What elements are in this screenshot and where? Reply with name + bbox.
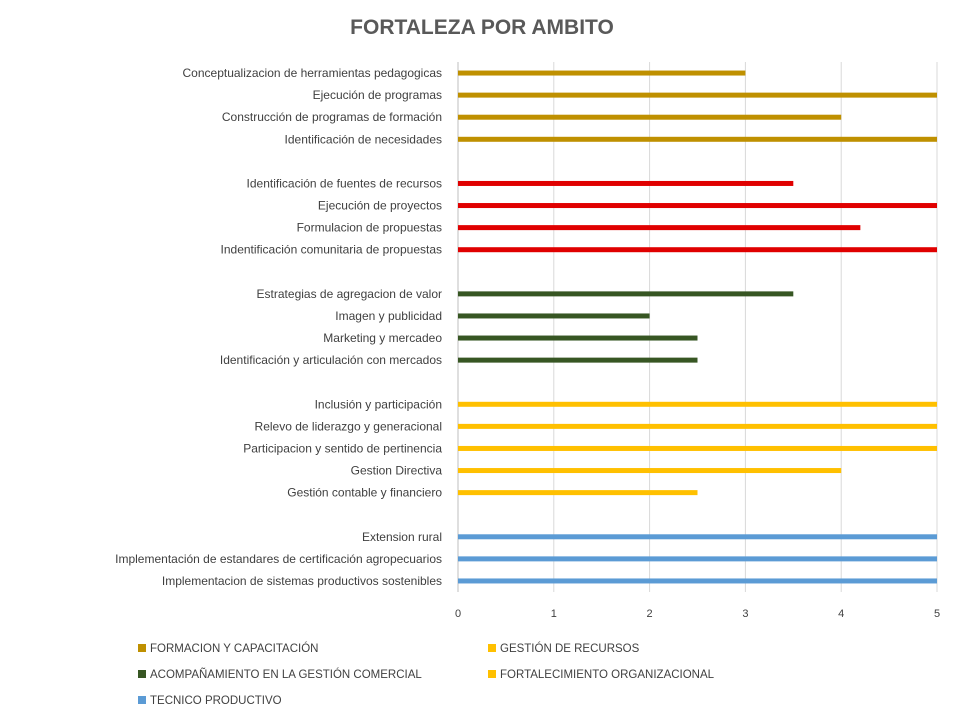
x-tick-label: 1 — [551, 608, 557, 620]
grid-lines — [457, 62, 938, 592]
bar — [458, 247, 937, 253]
category-labels: Conceptualizacion de herramientas pedago… — [115, 66, 442, 588]
x-tick-label: 2 — [647, 608, 653, 620]
bar — [458, 92, 937, 98]
bar — [458, 203, 937, 209]
chart-title: FORTALEZA POR AMBITO — [350, 16, 614, 39]
legend-swatch — [488, 644, 496, 652]
legend-entry: TECNICO PRODUCTIVO — [150, 695, 282, 707]
category-label: Conceptualizacion de herramientas pedago… — [183, 66, 443, 80]
category-label: Estrategias de agregacion de valor — [257, 287, 442, 301]
category-label: Participacion y sentido de pertinencia — [243, 441, 442, 455]
legend-entry: GESTIÓN DE RECURSOS — [500, 642, 640, 655]
bar — [458, 335, 698, 341]
category-label: Indentificación comunitaria de propuesta… — [221, 243, 442, 257]
category-label: Gestión contable y financiero — [287, 486, 442, 500]
category-label: Identificación de fuentes de recursos — [247, 176, 442, 190]
bar — [458, 490, 698, 496]
legend-swatch — [488, 670, 496, 678]
bar — [458, 313, 650, 319]
category-label: Ejecución de programas — [313, 88, 442, 102]
bar — [458, 136, 937, 142]
legend-entry: FORTALECIMIENTO ORGANIZACIONAL — [500, 669, 715, 681]
x-tick-label: 5 — [934, 608, 940, 620]
bar — [458, 357, 698, 363]
category-label: Construcción de programas de formación — [222, 110, 442, 124]
bar — [458, 180, 794, 186]
category-label: Ejecución de proyectos — [318, 199, 442, 213]
category-label: Formulacion de propuestas — [297, 221, 442, 235]
legend-swatch — [138, 644, 146, 652]
bar — [458, 468, 842, 474]
x-axis-ticks: 0 1 2 3 4 5 — [455, 608, 940, 620]
bars — [458, 70, 937, 584]
x-tick-label: 3 — [742, 608, 748, 620]
category-label: Marketing y mercadeo — [323, 331, 442, 345]
category-label: Extension rural — [362, 530, 442, 544]
bar — [458, 578, 937, 584]
category-label: Identificación y articulación con mercad… — [220, 353, 442, 367]
bar — [458, 534, 937, 540]
bar — [458, 70, 746, 76]
category-label: Inclusión y participación — [315, 397, 442, 411]
category-label: Implementación de estandares de certific… — [115, 552, 442, 566]
category-label: Imagen y publicidad — [335, 309, 442, 323]
category-label: Gestion Directiva — [351, 464, 443, 478]
legend-entry: ACOMPAÑAMIENTO EN LA GESTIÓN COMERCIAL — [150, 668, 422, 681]
bar — [458, 225, 861, 231]
legend: FORMACION Y CAPACITACIÓN GESTIÓN DE RECUR… — [138, 642, 715, 707]
legend-swatch — [138, 696, 146, 704]
bar — [458, 401, 937, 407]
x-tick-label: 0 — [455, 608, 461, 620]
bar — [458, 114, 842, 120]
category-label: Relevo de liderazgo y generacional — [255, 419, 442, 433]
legend-swatch — [138, 670, 146, 678]
category-label: Identificación de necesidades — [285, 132, 442, 146]
bar — [458, 423, 937, 429]
bar — [458, 291, 794, 297]
bar — [458, 556, 937, 562]
category-label: Implementacion de sistemas productivos s… — [162, 574, 442, 588]
x-tick-label: 4 — [838, 608, 844, 620]
bar — [458, 445, 937, 451]
legend-entry: FORMACION Y CAPACITACIÓN — [150, 642, 318, 655]
